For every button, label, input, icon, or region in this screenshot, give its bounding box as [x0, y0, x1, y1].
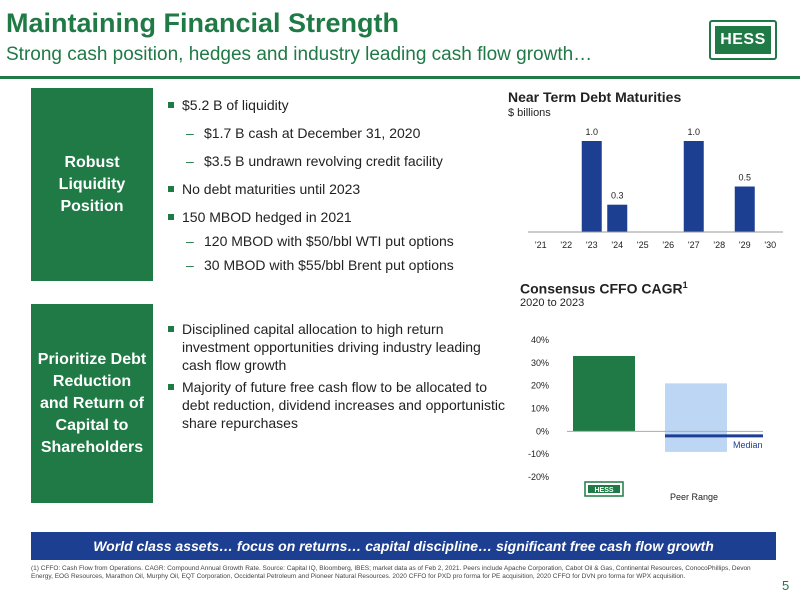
y-tick-label: 30%: [531, 358, 549, 368]
hess-legend-logo-text: HESS: [594, 487, 613, 494]
debt-chart-subtitle: $ billions: [508, 107, 551, 119]
x-tick-label: '26: [662, 240, 674, 250]
bar-29: [734, 186, 755, 232]
cagr-chart-title-text: Consensus CFFO CAGR: [520, 280, 683, 297]
sub-bullet-item: 120 MBOD with $50/bbl WTI put options: [168, 232, 454, 250]
peer-range-bar: [665, 383, 727, 452]
bar-23: [581, 141, 602, 232]
sub-bullet-item: $1.7 B cash at December 31, 2020: [168, 124, 454, 142]
cffo-cagr-chart: 40% 30% 20% 10% 0% -10% -20% Median HESS Peer Ran…: [528, 335, 763, 502]
y-tick-label: 10%: [531, 404, 549, 414]
bullet-item: No debt maturities until 2023: [168, 180, 454, 198]
data-label: 1.0: [585, 127, 598, 137]
hess-bar: [573, 355, 635, 432]
data-label: 0.5: [738, 173, 751, 183]
bullet-item: 150 MBOD hedged in 2021: [168, 208, 454, 226]
sub-bullet-item: 30 MBOD with $55/bbl Brent put options: [168, 256, 454, 274]
bar-24: [607, 204, 628, 232]
peer-range-legend-label: Peer Range: [670, 492, 718, 502]
hess-logo-text: HESS: [715, 26, 771, 54]
bullet-item: Disciplined capital allocation to high r…: [168, 320, 513, 374]
page-title: Maintaining Financial Strength: [6, 8, 400, 38]
x-tick-label: '23: [586, 240, 598, 250]
y-tick-label: 40%: [531, 335, 549, 345]
x-tick-label: '28: [713, 240, 725, 250]
page-number: 5: [782, 578, 790, 593]
x-tick-label: '30: [764, 240, 776, 250]
footnote-marker: 1: [682, 280, 688, 290]
x-tick-label: '29: [739, 240, 751, 250]
page-subtitle: Strong cash position, hedges and industr…: [6, 44, 593, 65]
x-tick-label: '24: [611, 240, 623, 250]
cagr-chart-subtitle: 2020 to 2023: [520, 297, 585, 309]
y-tick-label: 20%: [531, 381, 549, 391]
bullet-item: Majority of future free cash flow to be …: [168, 378, 513, 432]
bullet-item: $5.2 B of liquidity: [168, 96, 454, 114]
hess-logo: HESS: [709, 20, 777, 60]
capital-bullet-list: Disciplined capital allocation to high r…: [168, 320, 513, 436]
sub-bullet-item: $3.5 B undrawn revolving credit facility: [168, 152, 454, 170]
median-label: Median: [733, 440, 763, 450]
data-label: 1.0: [687, 127, 700, 137]
header-divider: [0, 76, 800, 79]
liquidity-bullet-list: $5.2 B of liquidity $1.7 B cash at Decem…: [168, 96, 454, 280]
x-tick-label: '22: [560, 240, 572, 250]
section-label-text: Prioritize Debt Reduction and Return of …: [37, 350, 147, 456]
y-tick-label: 0%: [536, 426, 549, 436]
section-label-capital: Prioritize Debt Reduction and Return of …: [31, 304, 153, 503]
data-label: 0.3: [611, 191, 624, 201]
chart-legend: HESS Peer Range: [584, 481, 718, 502]
tagline-banner: World class assets… focus on returns… ca…: [31, 532, 776, 560]
debt-maturities-chart: '21 '22 1.0 '23 0.3 '24 '25 '26 1.0 '27 '28 0.5 '29 '…: [528, 127, 783, 250]
x-tick-label: '25: [637, 240, 649, 250]
section-label-text: Robust Liquidity Position: [58, 153, 126, 215]
hess-legend-logo-fill: [588, 485, 620, 493]
section-label-liquidity: Robust Liquidity Position: [31, 88, 153, 281]
y-tick-label: -20%: [528, 472, 549, 482]
cagr-chart-title: Consensus CFFO CAGR1: [520, 280, 688, 297]
debt-chart-title: Near Term Debt Maturities: [508, 89, 682, 105]
x-tick-label: '27: [688, 240, 700, 250]
bar-27: [683, 141, 704, 232]
x-tick-label: '21: [535, 240, 547, 250]
y-tick-label: -10%: [528, 449, 549, 459]
footnote: (1) CFFO: Cash Flow from Operations. CAG…: [31, 565, 751, 580]
